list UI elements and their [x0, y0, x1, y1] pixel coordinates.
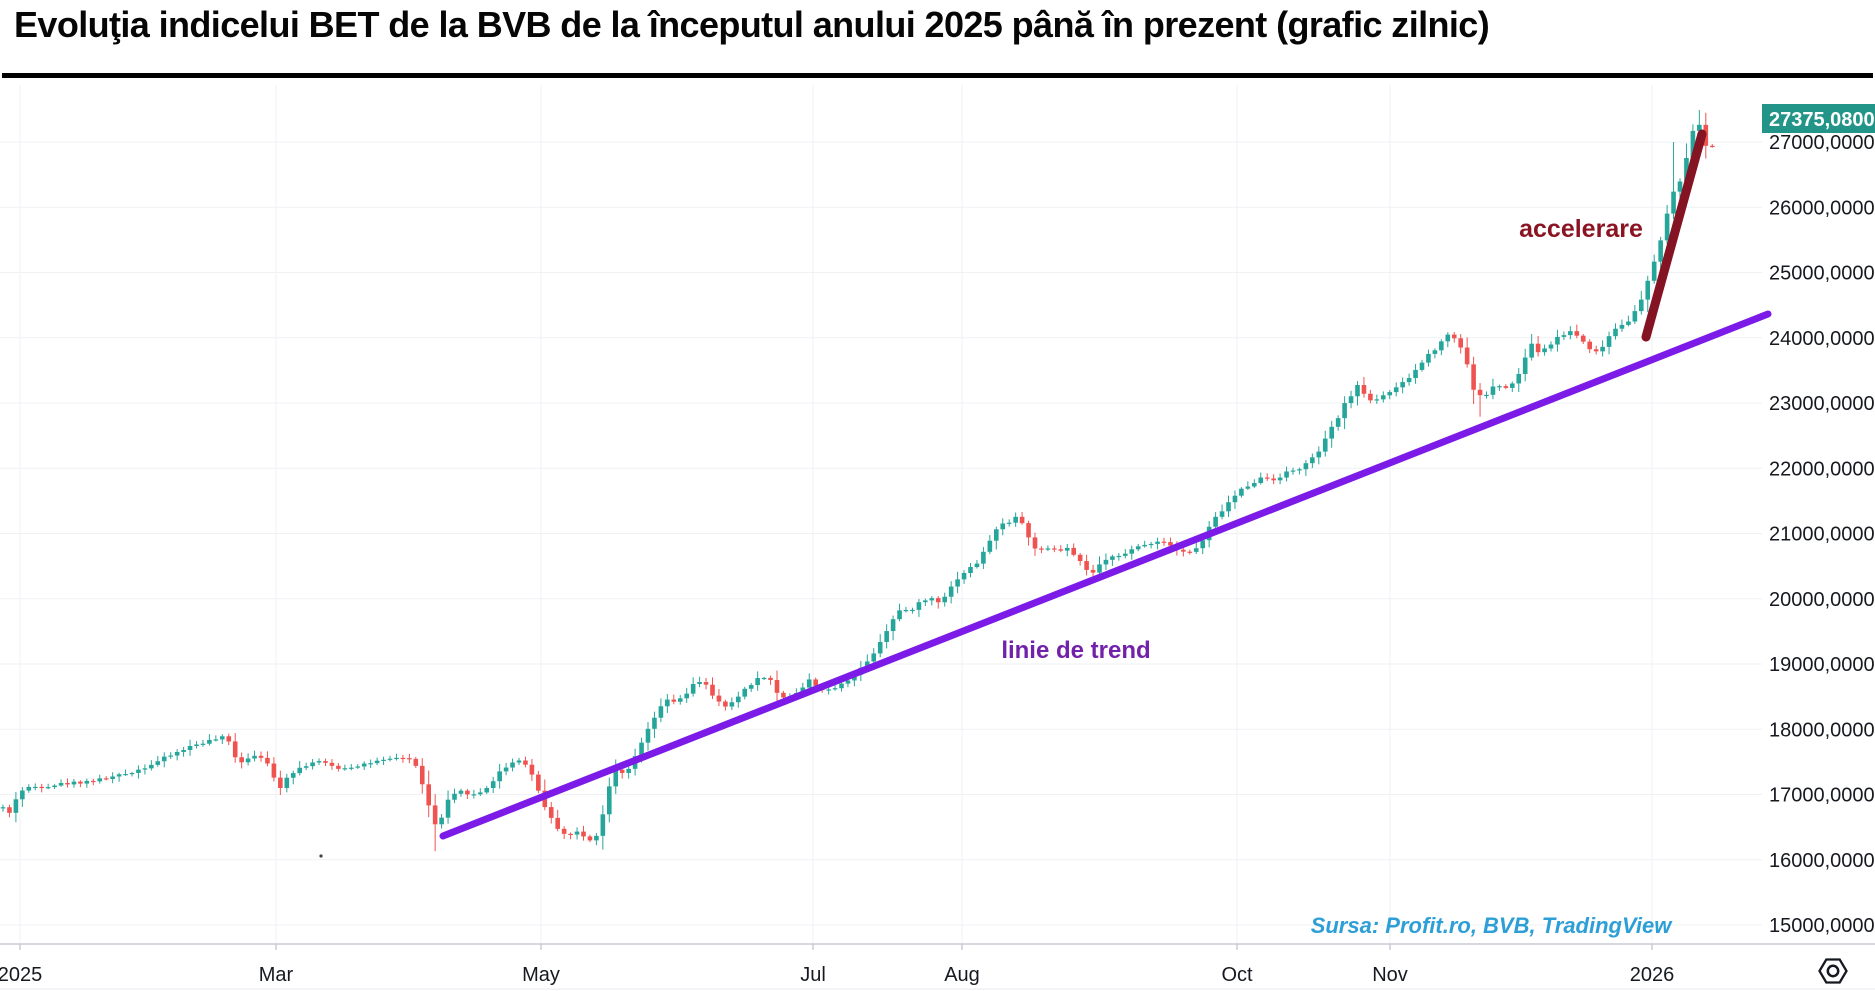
- time-axis-label: 2025: [0, 964, 42, 986]
- chart-plot-area[interactable]: [0, 85, 1762, 944]
- price-axis-label: 18000,0000: [1769, 719, 1875, 741]
- price-axis-label: 22000,0000: [1769, 458, 1875, 480]
- time-axis-label: 2026: [1630, 964, 1675, 986]
- annotation-lines: [319, 129, 1772, 858]
- price-axis-label: 16000,0000: [1769, 850, 1875, 872]
- price-axis-label: 24000,0000: [1769, 328, 1875, 350]
- time-axis-label: Mar: [259, 964, 294, 986]
- page-title: Evoluţia indicelui BET de la BVB de la î…: [14, 4, 1490, 45]
- time-axis-label: Jul: [800, 964, 826, 986]
- last-price-value: 27375,0800: [1769, 109, 1875, 131]
- price-axis-label: 23000,0000: [1769, 393, 1875, 415]
- last-price-badge: 27375,0800: [1762, 104, 1875, 133]
- candles-series: [0, 110, 1715, 852]
- tradingview-logo-icon[interactable]: [1818, 958, 1848, 984]
- price-axis-label: 20000,0000: [1769, 589, 1875, 611]
- price-axis-label: 21000,0000: [1769, 524, 1875, 546]
- gridlines: [0, 85, 1762, 944]
- trend-line-label: linie de trend: [1001, 637, 1150, 664]
- price-axis-label: 19000,0000: [1769, 654, 1875, 676]
- price-axis-label: 25000,0000: [1769, 263, 1875, 285]
- source-note: Sursa: Profit.ro, BVB, TradingView: [1311, 913, 1674, 938]
- time-axis-label: Nov: [1372, 964, 1408, 986]
- time-axis-label: May: [522, 964, 560, 986]
- accelerare-label: accelerare: [1519, 215, 1643, 243]
- time-axis-label: Oct: [1221, 964, 1253, 986]
- time-axis-label: Aug: [944, 964, 980, 986]
- price-axis-label: 17000,0000: [1769, 785, 1875, 807]
- price-axis-label: 27000,0000: [1769, 132, 1875, 154]
- price-axis-label: 26000,0000: [1769, 197, 1875, 219]
- title-separator: [2, 73, 1873, 78]
- axes: 27000,0000 26000,0000 25000,0000 24000,0000…: [0, 132, 1875, 990]
- price-axis-label: 15000,0000: [1769, 915, 1875, 937]
